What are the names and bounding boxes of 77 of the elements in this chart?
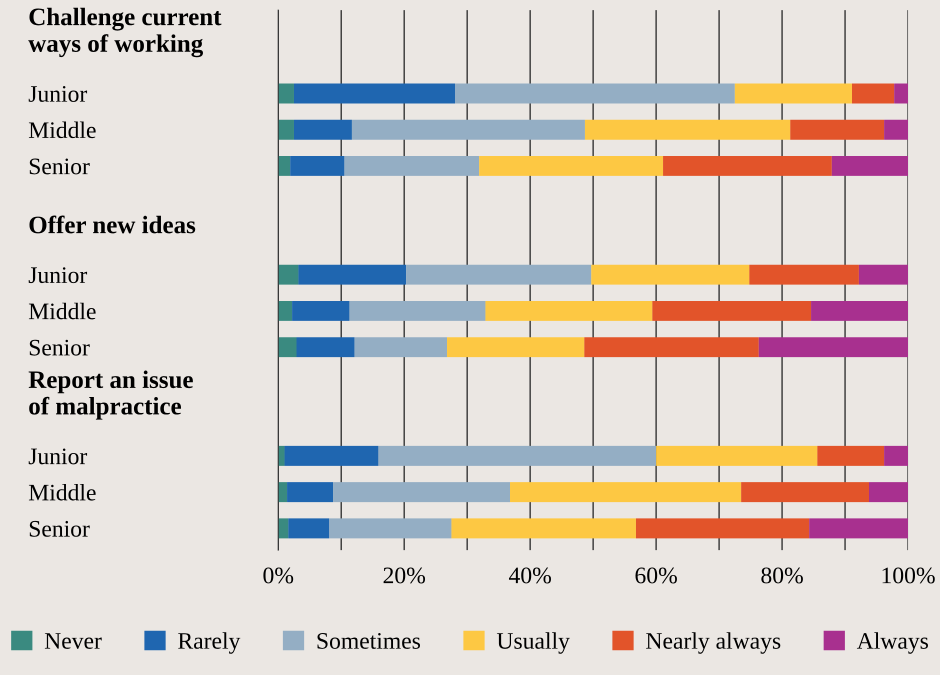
bar (809, 518, 908, 538)
y-tick-label: Junior (28, 86, 88, 102)
bar (278, 264, 298, 285)
y-tick-label: Report an issue of malpractice (28, 370, 193, 420)
bar (868, 482, 908, 502)
bar (278, 84, 294, 104)
bar (591, 264, 750, 285)
bar (290, 156, 344, 176)
bar (292, 300, 350, 321)
bar (333, 482, 510, 502)
bar (294, 120, 352, 140)
legend-label: Nearly always (646, 632, 780, 654)
bar (329, 518, 452, 538)
bar (298, 264, 406, 285)
y-tick-label: Junior (28, 267, 88, 284)
bar (278, 156, 290, 176)
bar (455, 84, 735, 104)
bar (354, 337, 448, 358)
bar (288, 518, 330, 538)
bar (790, 120, 884, 140)
bar (884, 120, 908, 140)
x-tick-label: 40% (508, 567, 551, 584)
bar (406, 264, 592, 285)
y-tick-label: Senior (30, 340, 90, 356)
x-tick-label: 20% (384, 567, 426, 584)
bar (734, 84, 852, 104)
bar (652, 300, 812, 321)
y-tick-label: Middle (28, 302, 96, 320)
bar (278, 337, 297, 358)
y-tick-label: Middle (28, 484, 96, 501)
bar (636, 518, 810, 538)
legend-label: Never (44, 633, 102, 649)
y-tick-label: Senior (30, 520, 90, 537)
y-tick-label: Challenge current ways of working (28, 8, 222, 58)
bar (510, 482, 742, 502)
bar (656, 446, 818, 466)
x-tick-label: 100% (882, 567, 935, 584)
x-tick-label: 60% (635, 567, 677, 584)
bar (811, 300, 908, 321)
bar (278, 482, 288, 502)
y-tick-label: Middle (28, 122, 96, 138)
legend-label: Sometimes (318, 633, 420, 649)
bar (758, 337, 908, 358)
bar (284, 446, 378, 466)
bar (741, 482, 869, 502)
bar (278, 120, 294, 140)
y-tick-label: Offer new ideas (29, 216, 196, 234)
legend-label: Rarely (178, 632, 240, 654)
bar (294, 84, 456, 104)
bar (663, 156, 832, 176)
bar (278, 300, 292, 321)
bar (852, 84, 894, 104)
x-tick-label: 0% (263, 567, 294, 584)
bar (584, 120, 790, 140)
legend-label: Always (856, 632, 928, 654)
bar (296, 337, 354, 358)
bar (485, 300, 652, 321)
bar (832, 156, 908, 176)
bar (884, 446, 908, 466)
bar (287, 482, 334, 502)
bar (894, 84, 908, 104)
bar (749, 264, 859, 285)
bar (278, 518, 288, 538)
bar (451, 518, 636, 538)
bar (584, 337, 759, 358)
bar (349, 300, 486, 321)
y-tick-label: Senior (30, 158, 90, 174)
legend-label: Usually (496, 632, 570, 654)
y-tick-label: Junior (28, 448, 88, 464)
bar (858, 264, 908, 285)
bar (378, 446, 656, 466)
bar (447, 337, 584, 358)
bar (352, 120, 585, 140)
x-tick-label: 80% (761, 567, 803, 584)
bar (817, 446, 884, 466)
bar (344, 156, 480, 176)
bar (479, 156, 664, 176)
